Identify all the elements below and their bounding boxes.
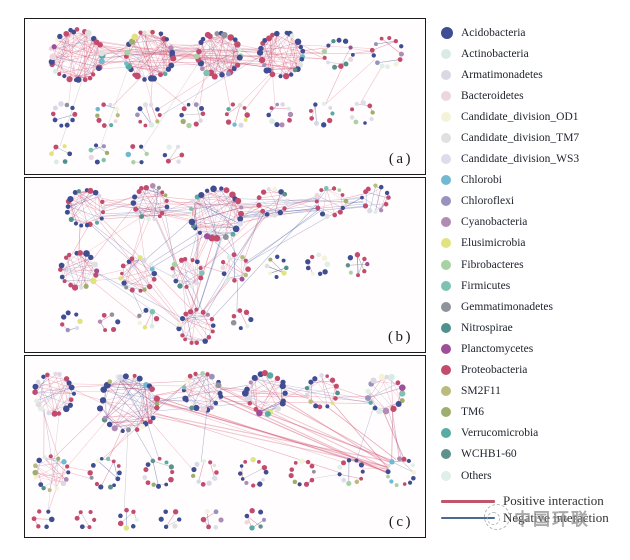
panel-label-a: (a): [388, 151, 413, 167]
legend-label: Candidate_division_OD1: [461, 110, 579, 123]
legend-label: Proteobacteria: [461, 364, 528, 377]
negative-interaction-row: Negative interaction: [441, 510, 627, 527]
legend-swatch-icon: [441, 90, 451, 101]
positive-line-icon: [441, 500, 495, 503]
legend-list: Acidobacteria Actinobacteria Armatimonadet…: [441, 22, 627, 486]
legend: Acidobacteria Actinobacteria Armatimonadet…: [441, 22, 627, 526]
legend-label: Chloroflexi: [461, 195, 515, 208]
panel-c: (c): [24, 355, 426, 538]
legend-label: Firmicutes: [461, 279, 511, 292]
legend-item: TM6: [441, 402, 627, 423]
legend-item: Planctomycetes: [441, 338, 627, 359]
legend-item: Bacteroidetes: [441, 85, 627, 106]
legend-swatch-icon: [441, 428, 451, 439]
legend-label: Elusimicrobia: [461, 237, 526, 250]
legend-label: Nitrospirae: [461, 321, 513, 334]
legend-swatch-icon: [441, 386, 451, 397]
negative-label: Negative interaction: [503, 509, 609, 525]
legend-swatch-icon: [441, 26, 453, 39]
legend-swatch-icon: [441, 449, 451, 460]
panel-label-c: (c): [388, 514, 413, 530]
legend-item: Acidobacteria: [441, 22, 627, 43]
legend-item: Chlorobi: [441, 170, 627, 191]
legend-label: Actinobacteria: [461, 47, 529, 60]
legend-item: Gemmatimonadetes: [441, 296, 627, 317]
legend-item: Proteobacteria: [441, 360, 627, 381]
legend-item: Fibrobacteres: [441, 254, 627, 275]
legend-swatch-icon: [441, 48, 451, 59]
legend-label: Candidate_division_WS3: [461, 153, 580, 166]
legend-label: WCHB1-60: [461, 448, 517, 461]
panel-a: (a): [24, 18, 426, 175]
legend-label: Chlorobi: [461, 174, 502, 187]
legend-label: Candidate_division_TM7: [461, 132, 580, 145]
legend-label: Planctomycetes: [461, 342, 534, 355]
legend-swatch-icon: [441, 111, 451, 122]
legend-label: SM2F11: [461, 385, 501, 398]
legend-item: SM2F11: [441, 381, 627, 402]
legend-swatch-icon: [441, 217, 451, 228]
legend-label: Fibrobacteres: [461, 258, 524, 271]
legend-swatch-icon: [441, 259, 451, 270]
panel-label-b: (b): [388, 329, 413, 345]
legend-swatch-icon: [441, 196, 451, 207]
legend-label: TM6: [461, 406, 484, 419]
panel-b: (b): [24, 177, 426, 353]
legend-item: Armatimonadetes: [441, 64, 627, 85]
legend-item: Verrucomicrobia: [441, 423, 627, 444]
legend-label: Gemmatimonadetes: [461, 300, 553, 313]
positive-label: Positive interaction: [503, 493, 604, 509]
legend-item: Actinobacteria: [441, 43, 627, 64]
legend-swatch-icon: [441, 175, 451, 186]
legend-item: Firmicutes: [441, 275, 627, 296]
legend-item: Elusimicrobia: [441, 233, 627, 254]
legend-swatch-icon: [441, 280, 451, 291]
legend-item: Candidate_division_TM7: [441, 127, 627, 148]
legend-item: Candidate_division_WS3: [441, 149, 627, 170]
legend-label: Others: [461, 469, 492, 482]
legend-label: Cyanobacteria: [461, 216, 528, 229]
legend-swatch-icon: [441, 407, 451, 418]
legend-swatch-icon: [441, 343, 451, 354]
legend-item: Chloroflexi: [441, 191, 627, 212]
network-svg-a: [48, 27, 404, 165]
network-svg-b: [58, 183, 391, 345]
interaction-legend: Positive interaction Negative interactio…: [441, 493, 627, 526]
legend-swatch-icon: [441, 238, 451, 249]
legend-swatch-icon: [441, 365, 451, 376]
legend-swatch-icon: [441, 301, 451, 312]
legend-item: Cyanobacteria: [441, 212, 627, 233]
negative-line-icon: [441, 516, 495, 520]
legend-swatch-icon: [441, 322, 451, 333]
positive-interaction-row: Positive interaction: [441, 493, 627, 510]
legend-swatch-icon: [441, 154, 451, 165]
legend-swatch-icon: [441, 133, 451, 144]
legend-label: Acidobacteria: [461, 26, 526, 39]
legend-item: Candidate_division_OD1: [441, 106, 627, 127]
network-svg-c: [31, 370, 417, 531]
legend-label: Bacteroidetes: [461, 89, 524, 102]
legend-item: Others: [441, 465, 627, 486]
legend-label: Verrucomicrobia: [461, 427, 539, 440]
legend-label: Armatimonadetes: [461, 68, 543, 81]
legend-swatch-icon: [441, 69, 451, 80]
legend-swatch-icon: [441, 470, 451, 481]
legend-item: Nitrospirae: [441, 317, 627, 338]
legend-item: WCHB1-60: [441, 444, 627, 465]
